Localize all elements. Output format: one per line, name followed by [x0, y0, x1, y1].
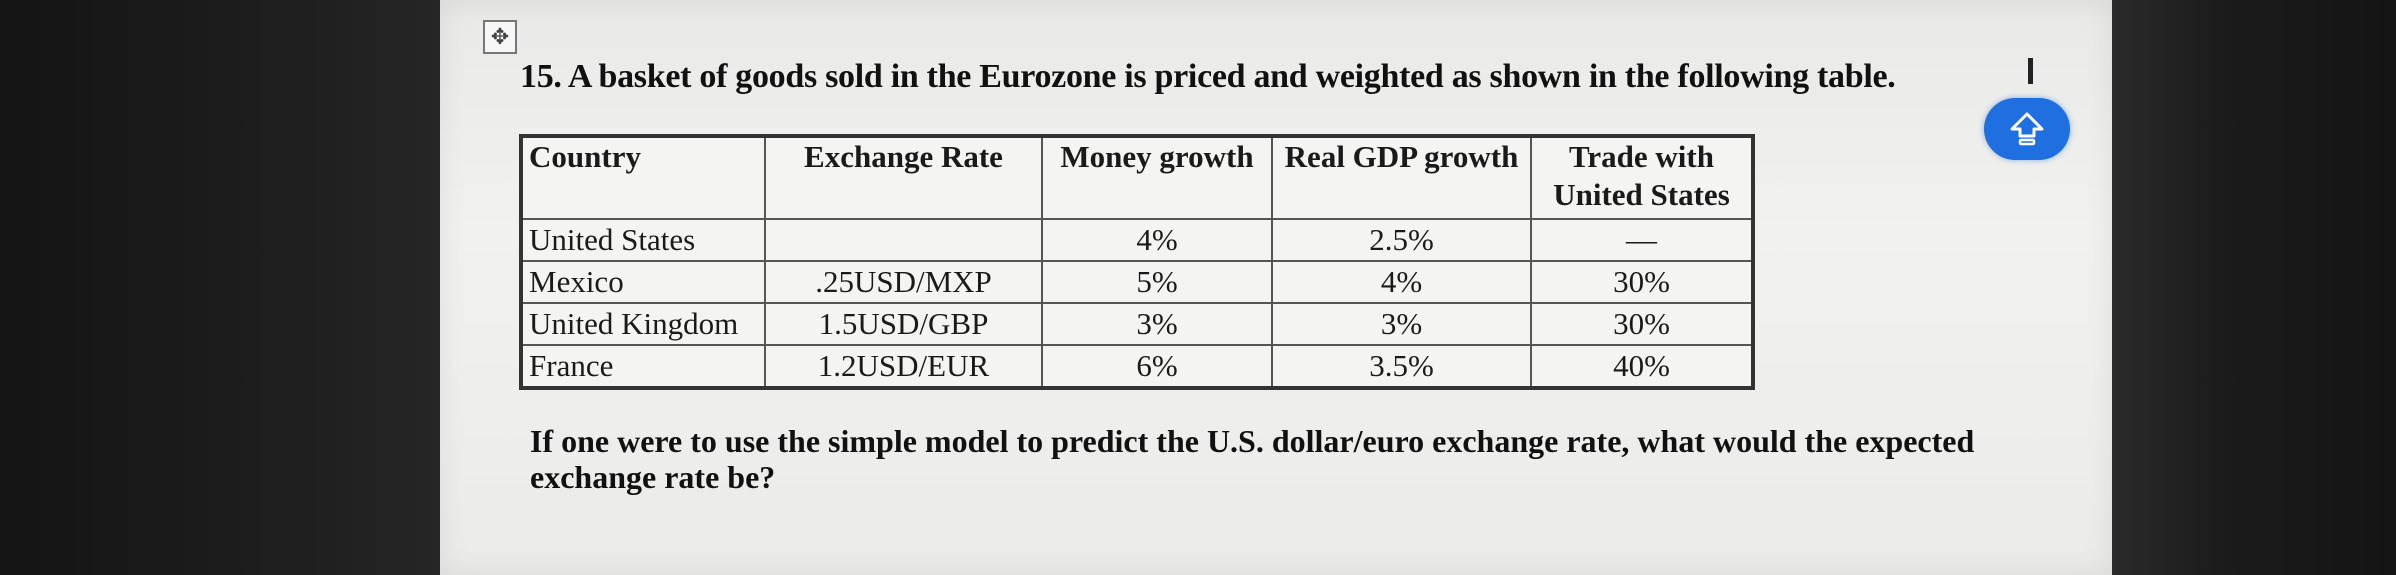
cell-money-growth: 4% [1041, 218, 1273, 262]
exchange-rate-table: Country Exchange Rate Money growth Real … [519, 134, 1755, 390]
header-real-gdp-growth: Real GDP growth [1271, 135, 1532, 220]
arrow-up-icon [2010, 112, 2044, 146]
screen-bezel-right [2112, 0, 2396, 575]
scroll-to-top-button[interactable] [1984, 98, 2070, 160]
cell-country: Mexico [520, 260, 766, 304]
cell-real-gdp-growth: 4% [1271, 260, 1532, 304]
cell-real-gdp-growth: 2.5% [1271, 218, 1532, 262]
table-row: United Kingdom 1.5USD/GBP 3% 3% 30% [520, 302, 1754, 346]
table-row: France 1.2USD/EUR 6% 3.5% 40% [520, 344, 1754, 389]
cell-exchange-rate: 1.2USD/EUR [764, 344, 1043, 389]
cell-money-growth: 6% [1041, 344, 1273, 389]
cell-money-growth: 5% [1041, 260, 1273, 304]
follow-up-question: If one were to use the simple model to p… [530, 423, 1975, 495]
text-cursor [2028, 58, 2033, 84]
cell-real-gdp-growth: 3% [1271, 302, 1532, 346]
table-row: United States 4% 2.5% — [520, 218, 1754, 262]
cell-country: United Kingdom [520, 302, 766, 346]
cell-trade-with-us: — [1530, 218, 1754, 262]
header-trade-with-us: Trade with United States [1530, 135, 1754, 220]
cell-trade-with-us: 30% [1530, 260, 1754, 304]
cell-money-growth: 3% [1041, 302, 1273, 346]
screen-bezel-left [0, 0, 440, 575]
table-header-row: Country Exchange Rate Money growth Real … [520, 135, 1754, 220]
cell-trade-with-us: 40% [1530, 344, 1754, 389]
cell-exchange-rate: .25USD/MXP [764, 260, 1043, 304]
cell-country: France [520, 344, 766, 389]
cell-real-gdp-growth: 3.5% [1271, 344, 1532, 389]
cell-country: United States [520, 218, 766, 262]
table-row: Mexico .25USD/MXP 5% 4% 30% [520, 260, 1754, 304]
cell-trade-with-us: 30% [1530, 302, 1754, 346]
cell-exchange-rate [764, 218, 1043, 262]
header-money-growth: Money growth [1041, 135, 1273, 220]
question-title: 15. A basket of goods sold in the Eurozo… [520, 58, 1896, 95]
cell-exchange-rate: 1.5USD/GBP [764, 302, 1043, 346]
header-exchange-rate: Exchange Rate [764, 135, 1043, 220]
header-country: Country [520, 135, 766, 220]
table-move-handle-icon[interactable]: ✥ [483, 20, 517, 54]
